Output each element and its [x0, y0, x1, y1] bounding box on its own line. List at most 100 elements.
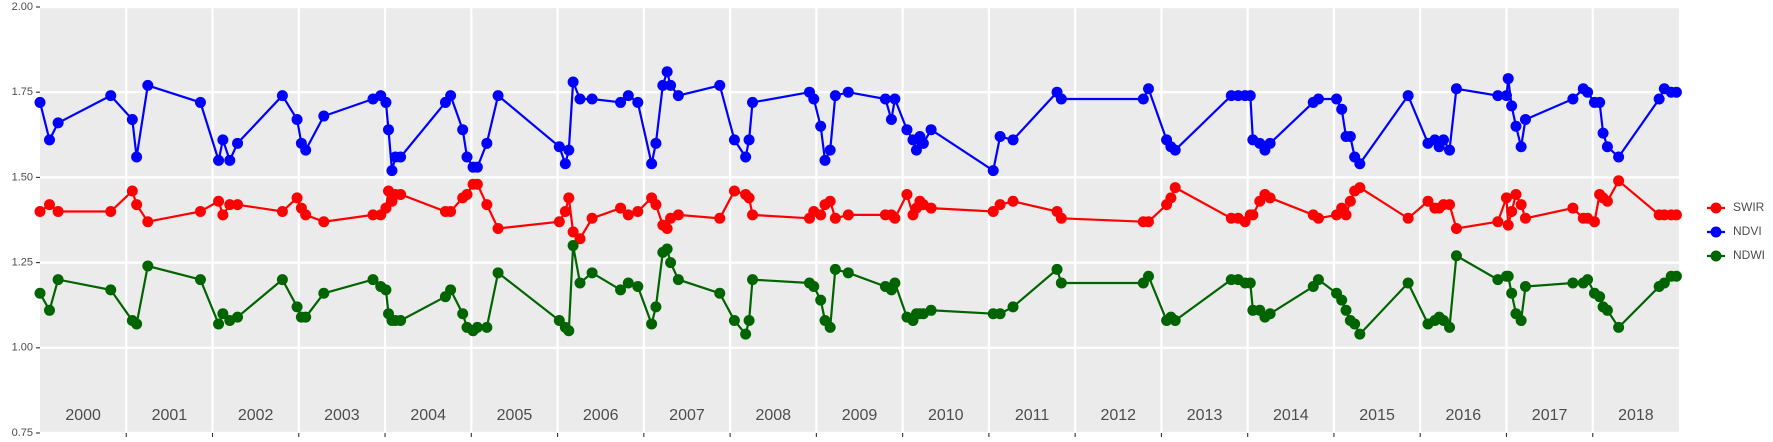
point — [824, 144, 836, 156]
point — [714, 212, 726, 224]
point — [300, 209, 312, 221]
point — [1007, 134, 1019, 146]
point — [740, 328, 752, 340]
year-label: 2009 — [842, 407, 878, 424]
point — [1567, 202, 1579, 214]
point — [471, 321, 483, 333]
y-tick-label: 1.25 — [12, 257, 33, 269]
point — [917, 137, 929, 149]
point — [1142, 83, 1154, 95]
point — [1506, 205, 1518, 217]
point — [1312, 212, 1324, 224]
point — [1055, 93, 1067, 105]
point — [829, 90, 841, 102]
point — [43, 199, 55, 211]
point — [367, 209, 379, 221]
point — [1492, 90, 1504, 102]
y-tick-label: 2.00 — [12, 1, 33, 13]
point — [34, 205, 46, 217]
point — [632, 205, 644, 217]
point — [1492, 216, 1504, 228]
point — [740, 151, 752, 163]
point — [276, 205, 288, 217]
point — [1247, 209, 1259, 221]
legend-key — [1710, 226, 1722, 238]
point — [445, 284, 457, 296]
point — [646, 318, 658, 330]
point — [142, 216, 154, 228]
point — [194, 96, 206, 108]
point — [1502, 73, 1514, 85]
point — [457, 124, 469, 136]
point — [747, 96, 759, 108]
point — [994, 199, 1006, 211]
point — [622, 90, 634, 102]
point — [492, 267, 504, 279]
point — [925, 304, 937, 316]
point — [889, 212, 901, 224]
point — [661, 223, 673, 235]
y-tick-label: 1.50 — [12, 171, 33, 183]
panel — [40, 7, 1679, 433]
point — [622, 277, 634, 289]
point — [567, 226, 579, 238]
point — [1670, 270, 1682, 282]
point — [650, 199, 662, 211]
point — [34, 96, 46, 108]
point — [586, 267, 598, 279]
point — [1450, 83, 1462, 95]
point — [661, 66, 673, 78]
point — [1142, 216, 1154, 228]
point — [808, 280, 820, 292]
point — [1312, 274, 1324, 286]
point — [574, 233, 586, 245]
point — [1613, 321, 1625, 333]
point — [747, 274, 759, 286]
year-label: 2008 — [755, 407, 791, 424]
point — [461, 188, 473, 200]
legend-label: SWIR — [1733, 200, 1765, 214]
point — [105, 205, 117, 217]
point — [52, 274, 64, 286]
year-label: 2004 — [410, 407, 446, 424]
point — [276, 90, 288, 102]
point — [34, 287, 46, 299]
point — [559, 205, 571, 217]
point — [1515, 141, 1527, 153]
point — [142, 79, 154, 91]
year-label: 2015 — [1359, 407, 1395, 424]
point — [910, 144, 922, 156]
point — [1594, 291, 1606, 303]
point — [395, 188, 407, 200]
point — [213, 318, 225, 330]
point — [994, 131, 1006, 143]
point — [395, 151, 407, 163]
year-label: 2005 — [497, 407, 533, 424]
point — [461, 151, 473, 163]
point — [1344, 195, 1356, 207]
point — [1597, 127, 1609, 139]
year-label: 2014 — [1273, 407, 1309, 424]
year-label: 2018 — [1618, 407, 1654, 424]
point — [1653, 93, 1665, 105]
point — [650, 301, 662, 313]
point — [367, 274, 379, 286]
point — [1613, 175, 1625, 187]
point — [126, 113, 138, 125]
point — [650, 137, 662, 149]
point — [728, 134, 740, 146]
point — [829, 263, 841, 275]
point — [553, 216, 565, 228]
point — [574, 93, 586, 105]
point — [1336, 294, 1348, 306]
point — [665, 257, 677, 269]
point — [1502, 270, 1514, 282]
year-label: 2013 — [1187, 407, 1223, 424]
point — [380, 96, 392, 108]
point — [646, 158, 658, 170]
point — [1007, 301, 1019, 313]
year-label: 2011 — [1015, 407, 1050, 424]
point — [291, 301, 303, 313]
point — [1264, 137, 1276, 149]
